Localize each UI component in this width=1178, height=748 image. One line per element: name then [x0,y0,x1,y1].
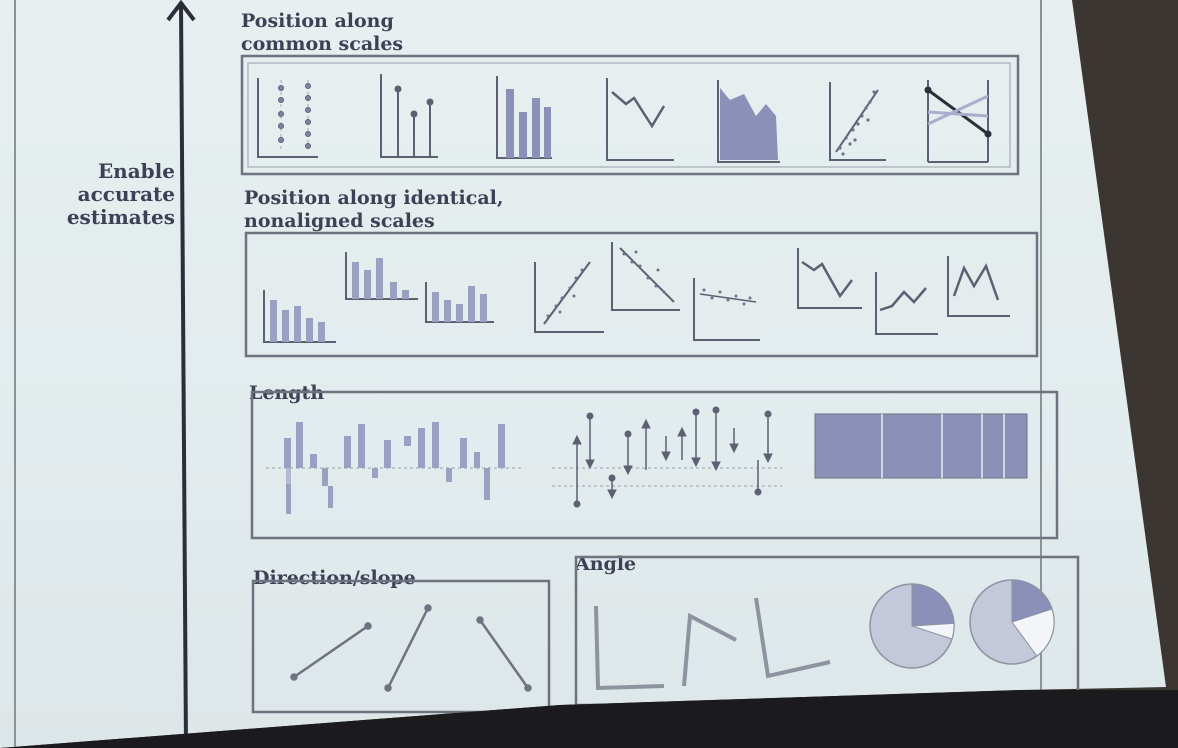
axis-arrow-icon [166,0,196,22]
ranking-axis: Enable accurate estimates [67,0,196,748]
section-title-line-1: Position along identical, [244,187,504,209]
arrow-deviation-chart-icon [552,406,782,508]
slope-chart-icon [924,80,992,163]
dot-column-chart-icon [257,78,318,158]
section-frame [251,579,551,714]
screen-right-edge [1040,0,1042,692]
section-common-scales: Position along common scales [240,10,1020,176]
section-frame [240,54,1020,176]
bar-chart-icon [496,76,552,159]
pie-slice-dark [1011,579,1053,623]
section-title: Angle [574,553,636,575]
axis-label-line-1: Enable [98,159,175,183]
slope-lines-icon [290,604,532,692]
lollipop-chart-icon [380,74,438,158]
pie-slice-light [1011,608,1055,657]
section-title-line-2: common scales [241,33,403,55]
section-angle: Angle [574,553,1080,707]
section-frame [250,390,1059,540]
section-frame [244,231,1039,358]
small-multiple-line-charts-icon [797,248,1010,335]
section-nonaligned-scales: Position along identical, nonaligned sca… [244,187,1039,358]
stacked-length-bar-icon [814,413,1028,479]
section-title-line-2: nonaligned scales [244,210,435,232]
section-direction-slope: Direction/slope [251,567,551,714]
section-length: Length [249,382,1059,540]
line-chart-icon [606,78,674,161]
small-multiple-scatter-plots-icon [534,242,760,341]
pie-slice-light [911,622,955,640]
angle-lines-icon [594,597,831,691]
area-chart-icon [717,80,780,163]
pie-charts-icon [869,579,1055,669]
small-multiple-bar-charts-icon [263,252,494,343]
section-inner-frame [247,62,1011,168]
section-title: Direction/slope [253,567,416,589]
axis-label-line-2: accurate [78,182,175,206]
axis-label-line-3: estimates [67,205,175,229]
scatter-plot-icon [829,82,886,161]
section-title-line-1: Position along [241,10,394,32]
deviation-bar-chart-icon [266,422,522,514]
axis-line [179,3,188,748]
screen-left-edge [14,0,16,748]
pie-slice-dark [911,583,955,627]
